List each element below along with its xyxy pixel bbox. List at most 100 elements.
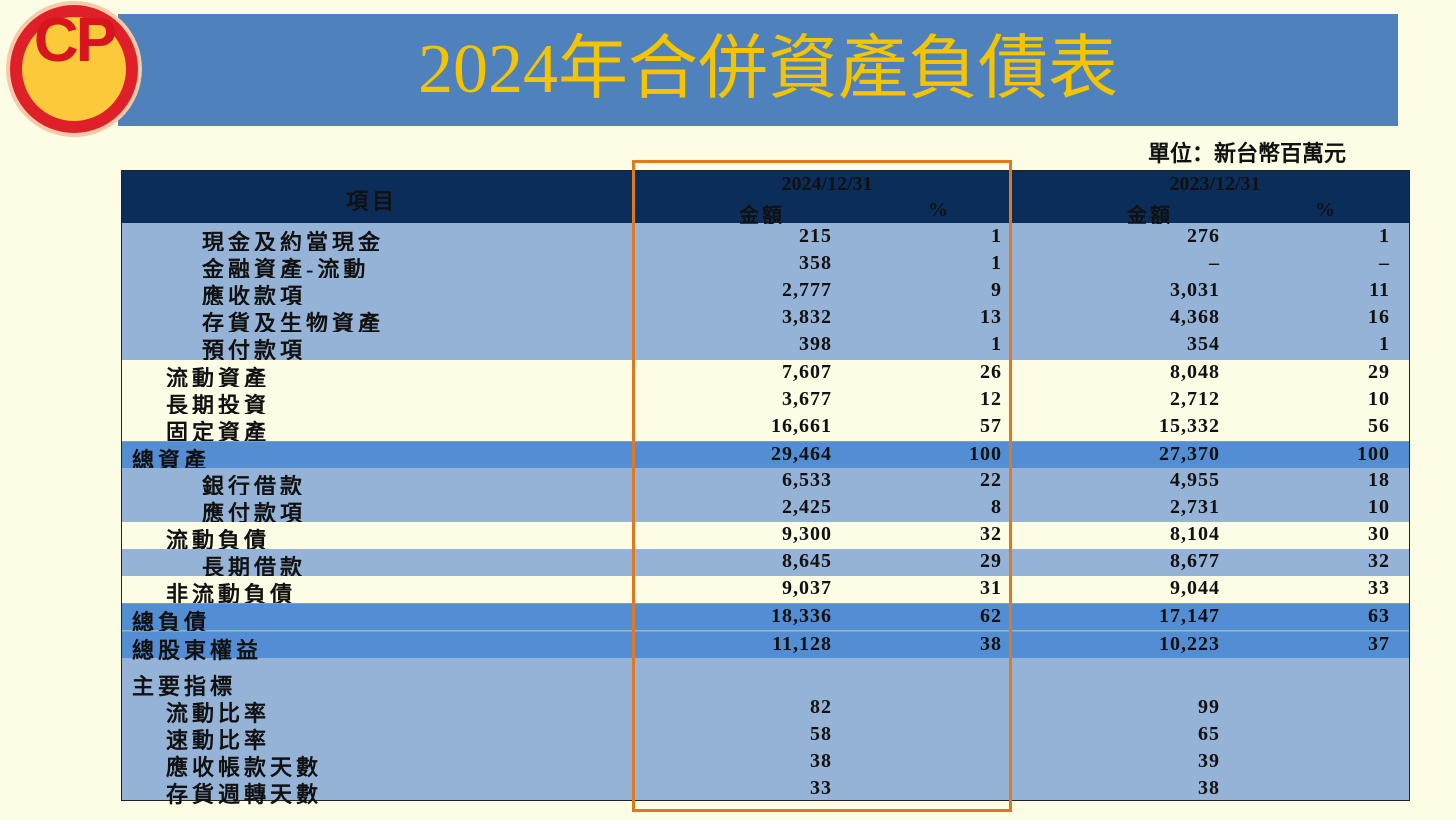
cell: 9,037: [782, 577, 832, 600]
table-row: 流動負債 9,300 32 8,104 30: [122, 522, 1409, 553]
cell: 1: [991, 252, 1002, 275]
cell: –: [1209, 252, 1220, 275]
row-label: 應收款項: [202, 284, 307, 310]
row-label: 應收帳款天數: [166, 755, 323, 780]
header-col: %: [928, 199, 948, 221]
cell: 3,677: [782, 387, 832, 410]
table-row: 總負債 18,336 62 17,147 63: [122, 603, 1409, 635]
cell: 22: [980, 468, 1002, 491]
row-label: 金融資產-流動: [202, 257, 370, 283]
cell: 16: [1368, 306, 1390, 329]
cell: 11: [1369, 279, 1390, 302]
cell: 32: [1368, 550, 1390, 573]
table-row: 流動比率 82 99: [122, 695, 1409, 726]
row-label: 流動比率: [166, 701, 271, 726]
cell: 2,712: [1170, 387, 1220, 410]
cell: 63: [1368, 605, 1390, 628]
cell: 33: [1368, 577, 1390, 600]
cell: 18: [1368, 468, 1390, 491]
cell: 4,368: [1170, 306, 1220, 329]
cell: 15,332: [1159, 414, 1220, 437]
cell: 26: [980, 360, 1002, 383]
cell: 13: [980, 306, 1002, 329]
cell: 8,677: [1170, 550, 1220, 573]
title-bar: [118, 14, 1398, 126]
cell: 358: [799, 252, 832, 275]
cell: 56: [1368, 414, 1390, 437]
cell: –: [1379, 252, 1390, 275]
row-label: 預付款項: [202, 338, 307, 364]
cell: 32: [980, 523, 1002, 546]
table-row: 非流動負債 9,037 31 9,044 33: [122, 576, 1409, 607]
cell: 29: [1368, 360, 1390, 383]
table-row: 應收款項 2,777 9 3,031 11: [122, 278, 1409, 309]
cell: 215: [799, 225, 832, 247]
row-label: 總股東權益: [132, 637, 263, 663]
row-label: 長期借款: [202, 555, 307, 581]
table-row: 總股東權益 11,128 38 10,223 37: [122, 630, 1409, 663]
cell: 9,300: [782, 523, 832, 546]
row-label: 流動資產: [166, 365, 271, 391]
row-label: 應付款項: [202, 501, 307, 526]
table-row: 流動資產 7,607 26 8,048 29: [122, 359, 1409, 391]
cell: 8,104: [1170, 523, 1220, 546]
cell: 1: [991, 225, 1002, 247]
cell: 9: [991, 279, 1002, 302]
header-date: 2024/12/31: [781, 173, 873, 195]
row-label: 主要指標: [132, 674, 237, 699]
cell: 276: [1187, 225, 1220, 247]
header-col: 金額: [1127, 205, 1173, 227]
row-label: 存貨週轉天數: [166, 782, 323, 807]
table-row: 固定資產 16,661 57 15,332 56: [122, 413, 1409, 445]
header-item: 項目: [345, 189, 398, 214]
cell: 100: [969, 442, 1002, 465]
row-label: 固定資產: [166, 419, 271, 445]
cell: 8,645: [782, 550, 832, 573]
row-label: 長期投資: [166, 392, 271, 418]
cell: 29: [980, 550, 1002, 573]
cell: 2,777: [782, 279, 832, 302]
table-row: 總資產 29,464 100 27,370 100: [122, 440, 1409, 473]
cell: 12: [980, 387, 1002, 410]
cell: 17,147: [1159, 605, 1220, 628]
row-label: 非流動負債: [166, 582, 297, 608]
title: 2024年合併資產負債表: [418, 31, 1118, 108]
cell: 100: [1357, 442, 1390, 465]
header-col: %: [1315, 199, 1335, 221]
table-row: 存貨週轉天數 33 38: [122, 776, 1409, 807]
cell: 1: [1379, 225, 1390, 247]
row-label: 銀行借款: [202, 473, 307, 499]
cell: 8: [991, 496, 1002, 518]
header-date: 2023/12/31: [1169, 173, 1261, 195]
cell: 10,223: [1159, 632, 1220, 655]
cell: 11,128: [772, 632, 832, 655]
table-row: 存貨及生物資產 3,832 13 4,368 16: [122, 305, 1409, 336]
table-row: 銀行借款 6,533 22 4,955 18: [122, 467, 1409, 499]
cell: 30: [1368, 523, 1390, 546]
unit: 單位：新台幣百萬元: [1147, 142, 1346, 167]
cell: 2,425: [782, 496, 832, 518]
cell: 39: [1198, 750, 1220, 772]
cell: 38: [810, 750, 832, 772]
table-row: 主要指標: [122, 668, 1409, 699]
cell: 2,731: [1170, 496, 1220, 518]
cell: 10: [1368, 387, 1390, 410]
cell: 354: [1187, 333, 1220, 356]
cell: 31: [980, 577, 1002, 600]
table-row: 應收帳款天數 38 39: [122, 749, 1409, 780]
cell: 33: [810, 777, 832, 799]
cell: 7,607: [782, 360, 832, 383]
table-row: 現金及約當現金 215 1 276 1: [122, 224, 1409, 255]
table-row: 長期借款 8,645 29 8,677 32: [122, 549, 1409, 580]
cell: 62: [980, 605, 1002, 628]
cell: 8,048: [1170, 360, 1220, 383]
row-label: 現金及約當現金: [202, 230, 385, 255]
table-row: 速動比率 58 65: [122, 722, 1409, 753]
logo-inner: [22, 17, 126, 121]
cell: 1: [991, 333, 1002, 356]
cell: 398: [799, 333, 832, 356]
cell: 9,044: [1170, 577, 1220, 600]
cell: 65: [1198, 723, 1220, 745]
row-label: 存貨及生物資產: [202, 311, 385, 337]
